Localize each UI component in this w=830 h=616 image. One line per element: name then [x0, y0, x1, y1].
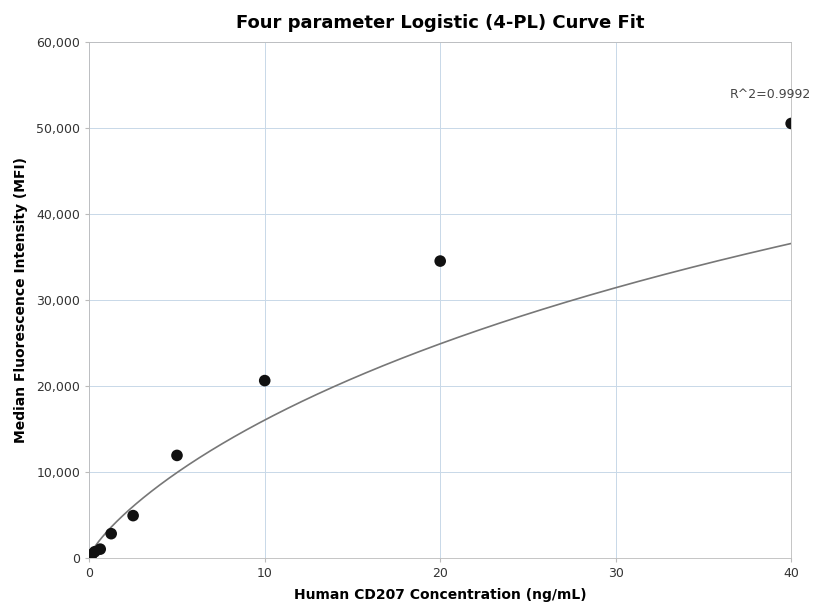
Point	[170, 450, 183, 460]
Point	[94, 544, 107, 554]
Point	[85, 549, 99, 559]
Text: R^2=0.9992: R^2=0.9992	[730, 87, 811, 100]
Title: Four parameter Logistic (4-PL) Curve Fit: Four parameter Logistic (4-PL) Curve Fit	[236, 14, 644, 32]
Point	[784, 118, 798, 128]
Point	[105, 529, 118, 538]
Point	[88, 547, 101, 557]
X-axis label: Human CD207 Concentration (ng/mL): Human CD207 Concentration (ng/mL)	[294, 588, 587, 602]
Point	[258, 376, 271, 386]
Point	[433, 256, 447, 266]
Point	[126, 511, 139, 521]
Y-axis label: Median Fluorescence Intensity (MFI): Median Fluorescence Intensity (MFI)	[14, 156, 28, 443]
